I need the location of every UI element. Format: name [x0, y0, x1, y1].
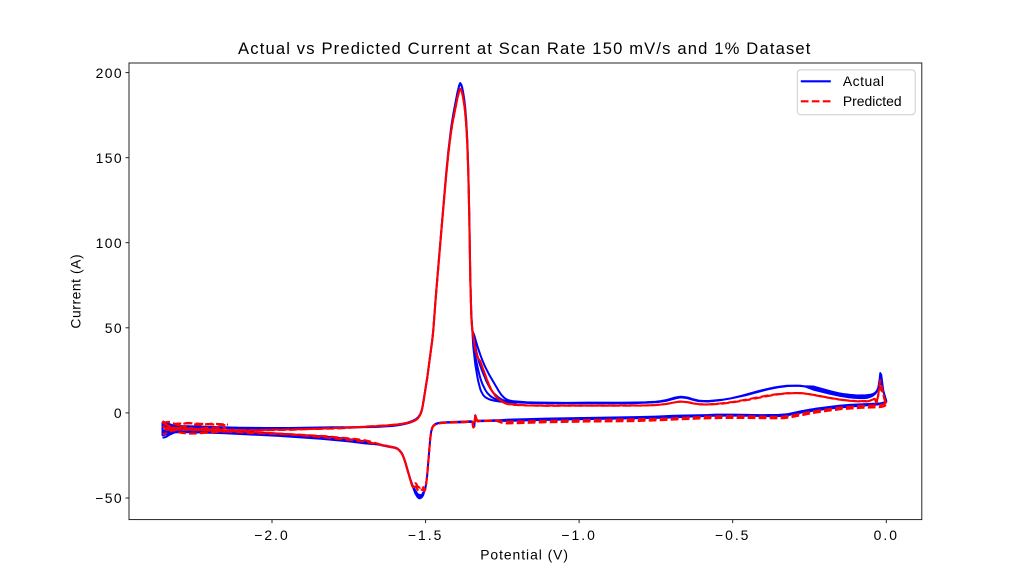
- svg-text:0.0: 0.0: [874, 527, 899, 543]
- svg-text:Actual vs Predicted Current at: Actual vs Predicted Current at Scan Rate…: [238, 39, 812, 58]
- svg-text:Predicted: Predicted: [843, 93, 902, 109]
- svg-text:−1.5: −1.5: [408, 527, 443, 543]
- svg-text:−1.0: −1.0: [561, 527, 596, 543]
- svg-text:−50: −50: [95, 490, 123, 506]
- svg-text:Potential (V): Potential (V): [480, 546, 569, 562]
- svg-text:100: 100: [96, 235, 123, 251]
- svg-text:−0.5: −0.5: [715, 527, 750, 543]
- svg-text:150: 150: [96, 150, 123, 166]
- svg-text:0: 0: [114, 405, 123, 421]
- svg-text:Current (A): Current (A): [67, 254, 83, 329]
- svg-text:Actual: Actual: [843, 73, 885, 89]
- svg-text:50: 50: [105, 320, 123, 336]
- svg-text:200: 200: [96, 65, 123, 81]
- svg-text:−2.0: −2.0: [254, 527, 289, 543]
